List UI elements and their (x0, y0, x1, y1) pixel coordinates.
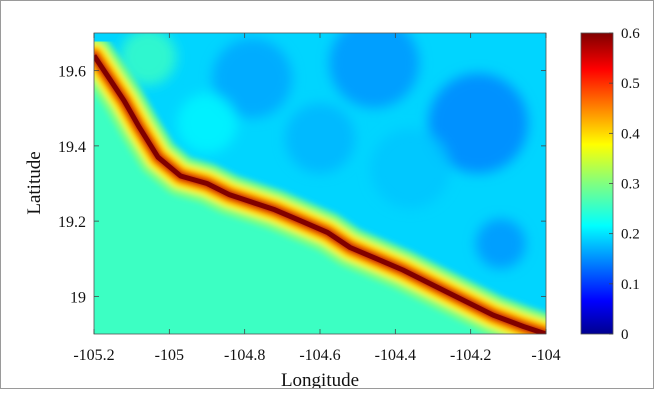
x-tick-label: -104.8 (224, 347, 265, 364)
colorbar (580, 32, 614, 335)
y-axis: 19 19.2 19.4 19.6 (58, 64, 546, 306)
colorbar-tick-label: 0.4 (621, 126, 640, 142)
y-tick-label: 19 (70, 289, 86, 306)
colorbar-tick-label: 0.1 (621, 277, 640, 293)
y-axis-label: Latitude (24, 151, 45, 214)
y-tick-label: 19.4 (58, 139, 86, 156)
colorbar-tick-label: 0.3 (621, 177, 640, 193)
land-texture (120, 33, 529, 269)
x-axis-label: Longitude (281, 370, 359, 388)
x-axis: -105.2 -105 -104.8 -104.6 -104.4 -104.2 -104 (73, 33, 561, 364)
colorbar-tick-label: 0 (621, 327, 629, 343)
x-tick-label: -104 (531, 347, 560, 364)
colorbar-tick-label: 0.2 (621, 227, 640, 243)
y-tick-label: 19.6 (58, 64, 86, 81)
colorbar-ticks: 0 0.1 0.2 0.3 0.4 0.5 0.6 (609, 26, 640, 343)
colorbar-tick-label: 0.6 (621, 26, 640, 42)
x-tick-label: -104.6 (299, 347, 340, 364)
heatmap-field (94, 33, 546, 334)
x-tick-label: -105.2 (73, 347, 114, 364)
x-tick-label: -104.2 (450, 347, 491, 364)
y-tick-label: 19.2 (58, 214, 86, 231)
x-tick-label: -105 (155, 347, 184, 364)
x-tick-label: -104.4 (375, 347, 416, 364)
coastline-core (94, 54, 546, 334)
ocean-region (94, 55, 546, 334)
colorbar-tick-label: 0.5 (621, 76, 640, 92)
